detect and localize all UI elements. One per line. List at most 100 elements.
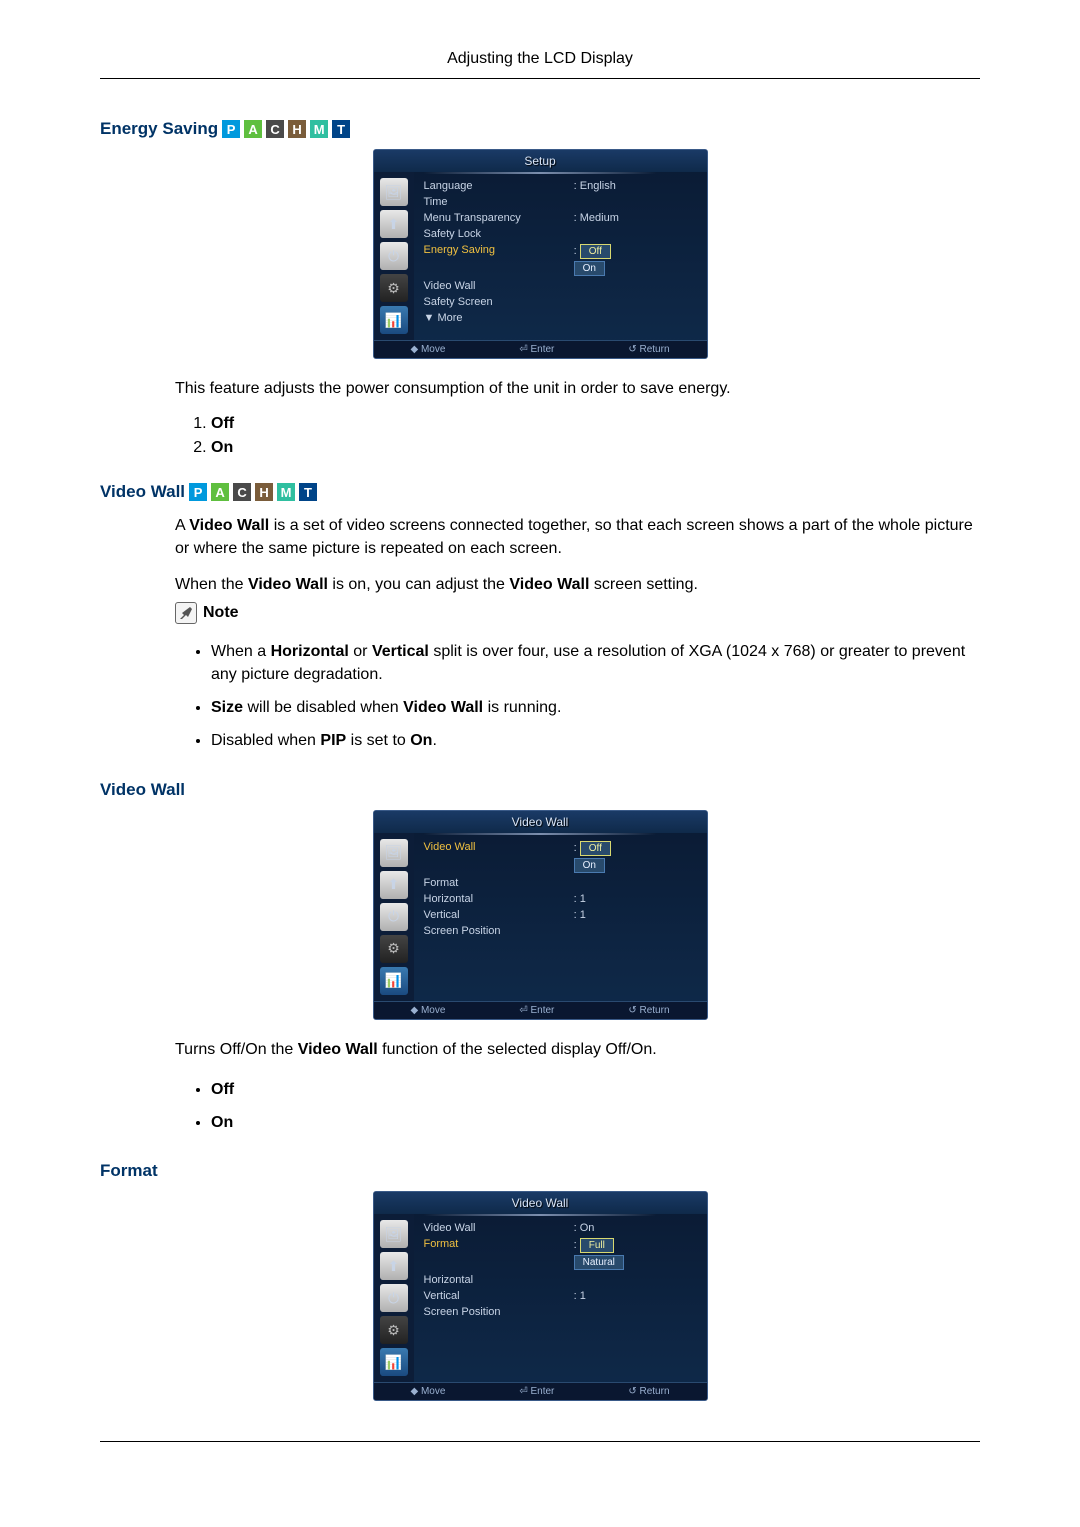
badge-c-icon: C — [266, 120, 284, 138]
osd-option: Off — [580, 841, 611, 856]
text: Turns Off/On the — [175, 1041, 298, 1058]
note-icon — [175, 602, 197, 624]
list-item: Off — [211, 1073, 980, 1106]
osd-value — [574, 196, 697, 208]
osd-sidebar-icon: ⏻ — [380, 242, 408, 270]
osd-row: Energy Saving: OffOn — [424, 242, 697, 278]
osd-value — [574, 1306, 697, 1318]
osd-sidebar-icon: ⚙ — [380, 274, 408, 302]
osd-sidebar-icon: ⬆ — [380, 1252, 408, 1280]
osd-video-wall-screenshot: Video Wall🖼⬆⏻⚙📊Video Wall: OffOnFormatHo… — [373, 810, 708, 1020]
osd-sidebar-icon: 📊 — [380, 1348, 408, 1376]
option-on: On — [211, 1114, 233, 1131]
badge-a-icon: A — [244, 120, 262, 138]
energy-saving-options-list: Off On — [211, 412, 980, 460]
osd-value: : Medium — [574, 212, 697, 224]
osd-value: : OffOn — [574, 244, 697, 276]
osd-title: Video Wall — [374, 1192, 707, 1214]
osd-sidebar-icon: 🖼 — [380, 839, 408, 867]
osd-footer-hint: ↺ Return — [628, 344, 669, 355]
badge-h-icon: H — [255, 483, 273, 501]
osd-label: Time — [424, 196, 574, 208]
osd-value: : English — [574, 180, 697, 192]
option-off: Off — [211, 415, 234, 432]
osd-row: Screen Position — [424, 1304, 697, 1320]
page-header: Adjusting the LCD Display — [100, 50, 980, 79]
text-bold: Vertical — [372, 643, 429, 660]
osd-label: Menu Transparency — [424, 212, 574, 224]
video-wall-heading: Video Wall P A C H M T — [100, 482, 980, 502]
list-item: On — [211, 1106, 980, 1139]
osd-label: Language — [424, 180, 574, 192]
text-bold: Video Wall — [509, 576, 589, 593]
osd-label: Video Wall — [424, 280, 574, 292]
text-bold: Video Wall — [189, 517, 269, 534]
osd-sidebar-icon: ⬆ — [380, 871, 408, 899]
osd-value — [574, 925, 697, 937]
osd-row: Video Wall: On — [424, 1220, 697, 1236]
section-title-text: Video Wall — [100, 482, 185, 502]
text-bold: Size — [211, 699, 243, 716]
osd-label: Vertical — [424, 909, 574, 921]
badge-m-icon: M — [277, 483, 295, 501]
energy-saving-desc: This feature adjusts the power consumpti… — [175, 377, 980, 400]
osd-label: Vertical — [424, 1290, 574, 1302]
osd-row: Screen Position — [424, 923, 697, 939]
osd-row: Video Wall: OffOn — [424, 839, 697, 875]
osd-row: Menu Transparency: Medium — [424, 210, 697, 226]
osd-value: : On — [574, 1222, 697, 1234]
badge-p-icon: P — [222, 120, 240, 138]
osd-row: Video Wall — [424, 278, 697, 294]
osd-format-screenshot: Video Wall🖼⬆⏻⚙📊Video Wall: OnFormat: Ful… — [373, 1191, 708, 1401]
osd-option: On — [574, 261, 605, 276]
text: screen setting. — [589, 576, 698, 593]
text: is running. — [483, 699, 561, 716]
osd-label: Horizontal — [424, 1274, 574, 1286]
osd-footer-hint: ◆ Move — [410, 344, 445, 355]
list-item: On — [211, 436, 980, 460]
osd-row: Horizontal: 1 — [424, 891, 697, 907]
osd-footer-hint: ◆ Move — [410, 1386, 445, 1397]
text: When a — [211, 643, 271, 660]
osd-value — [574, 280, 697, 292]
section-title-text: Energy Saving — [100, 119, 218, 139]
text: . — [432, 732, 436, 749]
energy-saving-heading: Energy Saving P A C H M T — [100, 119, 980, 139]
osd-sidebar-icon: ⏻ — [380, 903, 408, 931]
osd-sidebar-icon: ⚙ — [380, 935, 408, 963]
osd-row: Vertical: 1 — [424, 907, 697, 923]
osd-value: : OffOn — [574, 841, 697, 873]
osd-row: Format: FullNatural — [424, 1236, 697, 1272]
osd-label: Format — [424, 1238, 574, 1270]
text: is a set of video screens connected toge… — [175, 517, 973, 557]
text: is on, you can adjust the — [328, 576, 509, 593]
note-label: Note — [203, 604, 239, 622]
badge-p-icon: P — [189, 483, 207, 501]
video-wall-on-desc: When the Video Wall is on, you can adjus… — [175, 573, 980, 596]
osd-footer-hint: ⏎ Enter — [519, 1386, 554, 1397]
osd-label: Screen Position — [424, 1306, 574, 1318]
list-item: Disabled when PIP is set to On. — [211, 724, 980, 757]
osd-value — [574, 312, 697, 324]
osd-label: Format — [424, 877, 574, 889]
list-item: Size will be disabled when Video Wall is… — [211, 691, 980, 724]
osd-sidebar-icon: 📊 — [380, 306, 408, 334]
badge-a-icon: A — [211, 483, 229, 501]
osd-label: Video Wall — [424, 841, 574, 873]
osd-row: Safety Lock — [424, 226, 697, 242]
osd-label: Video Wall — [424, 1222, 574, 1234]
text: or — [349, 643, 372, 660]
text: is set to — [346, 732, 410, 749]
osd-footer-hint: ↺ Return — [628, 1005, 669, 1016]
osd-value — [574, 296, 697, 308]
osd-value — [574, 1274, 697, 1286]
video-wall-definition: A Video Wall is a set of video screens c… — [175, 514, 980, 560]
osd-setup-screenshot: Setup🖼⬆⏻⚙📊Language: EnglishTimeMenu Tran… — [373, 149, 708, 359]
osd-value — [574, 877, 697, 889]
osd-value: : 1 — [574, 909, 697, 921]
osd-option: On — [574, 858, 605, 873]
badge-c-icon: C — [233, 483, 251, 501]
osd-sidebar-icon: ⚙ — [380, 1316, 408, 1344]
text-bold: PIP — [320, 732, 346, 749]
osd-label: Horizontal — [424, 893, 574, 905]
